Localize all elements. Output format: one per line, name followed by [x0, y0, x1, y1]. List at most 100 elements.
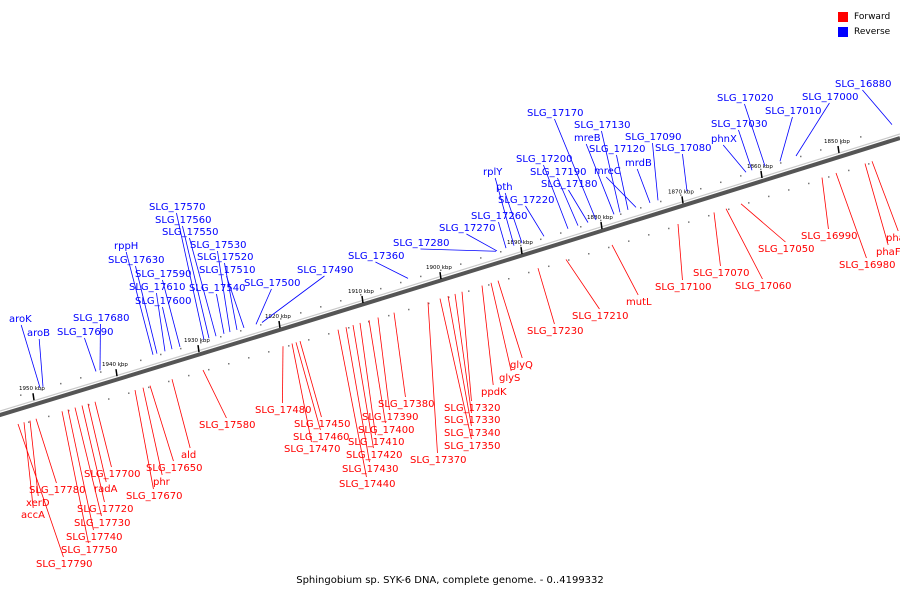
tick-label: 1860 kbp	[747, 164, 773, 170]
gene-label-rply: rplY	[483, 167, 503, 178]
legend-swatch-forward	[838, 11, 848, 22]
leader-line	[189, 237, 217, 337]
gene-label-text: SLG_17230	[527, 326, 583, 337]
strand-legend: Forward Reverse	[838, 9, 890, 39]
gene-label-slg-17200: SLG_17200	[516, 154, 572, 165]
gene-label-ppdk: ppdK	[481, 387, 507, 398]
gene-label-slg-17670: SLG_17670	[126, 491, 182, 502]
gene-label-slg-17400: SLG_17400	[358, 425, 414, 436]
leader-line	[226, 275, 245, 328]
gene-label-slg-17510: SLG_17510	[199, 265, 255, 276]
leader-line	[498, 221, 507, 249]
gene-label-text: SLG_17520	[197, 252, 253, 263]
gene-label-slg-17390: SLG_17390	[362, 412, 418, 423]
gene-label-text: SLG_17780	[29, 485, 85, 496]
leader-line	[864, 163, 889, 246]
gene-label-slg-17470: SLG_17470	[284, 444, 340, 455]
leader-line	[142, 387, 163, 476]
leader-line	[87, 403, 107, 483]
leader-line	[504, 192, 523, 244]
gene-label-text: accA	[21, 510, 45, 521]
leader-line	[461, 291, 472, 402]
gene-label-slg-17210: SLG_17210	[572, 311, 628, 322]
leader-line	[616, 154, 629, 210]
leader-line	[182, 225, 210, 339]
gene-label-text: SLG_17490	[297, 265, 353, 276]
gene-label-rada: radA	[94, 484, 118, 495]
gene-label-slg-17520: SLG_17520	[197, 252, 253, 263]
gene-label-slg-17060: SLG_17060	[735, 281, 791, 292]
leader-line	[490, 282, 512, 372]
gene-label-text: mutL	[626, 297, 652, 308]
gene-label-text: SLG_17630	[108, 255, 164, 266]
legend-swatch-reverse	[838, 26, 848, 37]
leader-line	[740, 203, 786, 243]
leader-line	[299, 340, 322, 418]
gene-label-slg-17480: SLG_17480	[255, 405, 311, 416]
leader-line	[677, 223, 683, 281]
gene-label-slg-17190: SLG_17190	[530, 167, 586, 178]
gene-label-slg-17570: SLG_17570	[149, 202, 205, 213]
gene-label-slg-17050: SLG_17050	[758, 244, 814, 255]
leader-line	[20, 324, 41, 388]
gene-label-glys: glyS	[499, 373, 520, 384]
tick-label: 1920 kbp	[265, 314, 291, 320]
gene-label-slg-17650: SLG_17650	[146, 463, 202, 474]
tick-1860-kbp: 1860 kbp	[747, 164, 773, 179]
leader-line	[295, 342, 321, 431]
gene-label-text: SLG_17790	[36, 559, 92, 570]
gene-label-text: SLG_17000	[802, 92, 858, 103]
leader-line	[821, 177, 829, 230]
gene-label-text: SLG_17170	[527, 108, 583, 119]
gene-label-text: SLG_17380	[378, 399, 434, 410]
gene-label-slg-17460: SLG_17460	[293, 432, 349, 443]
leader-line	[67, 409, 94, 531]
gene-label-slg-17550: SLG_17550	[162, 227, 218, 238]
gene-label-text: SLG_17260	[471, 211, 527, 222]
leader-line	[454, 293, 472, 414]
leader-line	[38, 338, 44, 387]
gene-label-slg-17720: SLG_17720	[77, 504, 133, 515]
gene-label-text: SLG_17390	[362, 412, 418, 423]
gene-label-slg-16980: SLG_16980	[839, 260, 895, 271]
tick-1930-kbp: 1930 kbp	[184, 338, 210, 353]
gene-label-text: SLG_17590	[135, 269, 191, 280]
gene-label-arok: aroK	[9, 314, 32, 325]
leader-line	[35, 418, 57, 484]
leader-line	[282, 346, 284, 404]
leader-line	[171, 379, 191, 449]
leader-line	[337, 329, 367, 478]
leader-line	[779, 116, 793, 162]
legend-item-forward: Forward	[838, 9, 890, 24]
gene-label-text: SLG_17370	[410, 455, 466, 466]
gene-label-slg-17070: SLG_17070	[693, 268, 749, 279]
gene-label-text: SLG_17700	[84, 469, 140, 480]
gene-label-slg-17000: SLG_17000	[802, 92, 858, 103]
gene-label-slg-17490: SLG_17490	[297, 265, 353, 276]
gene-label-text: SLG_17500	[244, 278, 300, 289]
gene-label-text: glyS	[499, 373, 520, 384]
leader-line	[738, 129, 753, 171]
gene-label-phaf: phaF	[876, 247, 900, 258]
gene-label-text: SLG_17600	[135, 296, 191, 307]
leader-line	[74, 407, 102, 517]
gene-label-text: SLG_17560	[155, 215, 211, 226]
gene-label-text: SLG_17750	[61, 545, 117, 556]
gene-label-text: aroB	[27, 328, 50, 339]
gene-label-text: SLG_17460	[293, 432, 349, 443]
leader-line	[585, 143, 615, 215]
tick-marks: 1850 kbp 1860 kbp 1870 kbp 1880 kbp 1890 kbp…	[19, 136, 870, 423]
gene-label-text: SLG_17720	[77, 504, 133, 515]
gene-label-text: SLG_17400	[358, 425, 414, 436]
gene-label-text: SLG_17540	[189, 283, 245, 294]
leader-line	[377, 317, 390, 411]
leader-line	[61, 411, 89, 544]
gene-label-xerd: xerD	[26, 498, 50, 509]
leader-line	[568, 189, 589, 223]
gene-label-slg-17330: SLG_17330	[444, 415, 500, 426]
tick-1940-kbp: 1940 kbp	[102, 362, 128, 377]
gene-label-text: radA	[94, 484, 118, 495]
gene-label-mreb: mreB	[574, 133, 601, 144]
gene-label-text: rppH	[114, 241, 138, 252]
gene-label-text: SLG_17680	[73, 313, 129, 324]
